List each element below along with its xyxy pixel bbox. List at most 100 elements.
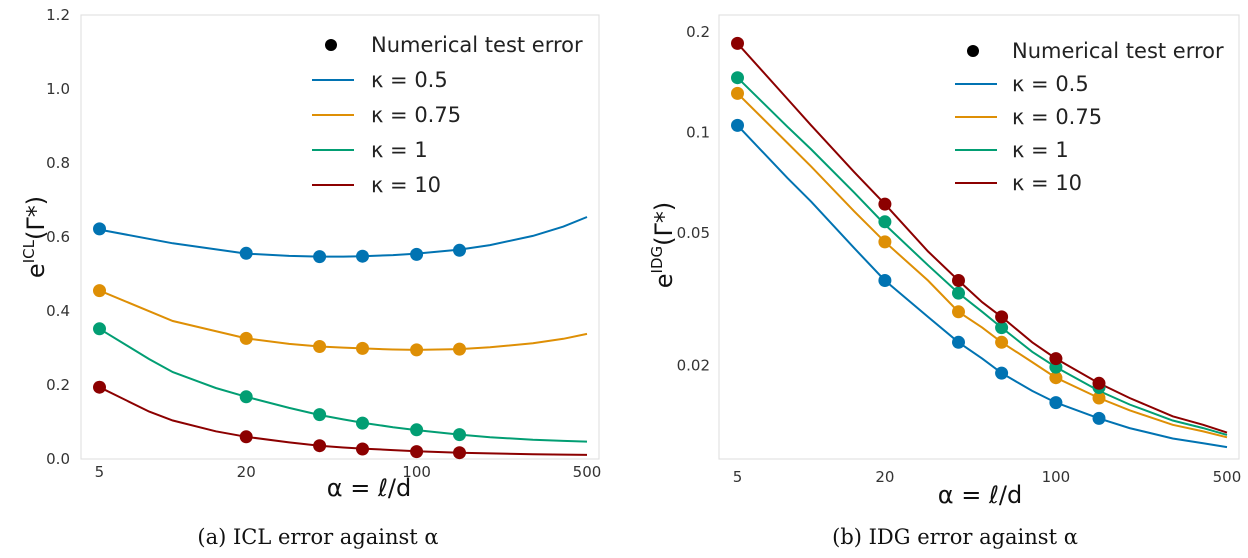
series-curves bbox=[736, 42, 1228, 449]
y-tick-label: 0.1 bbox=[686, 123, 710, 141]
y-tick-label: 0.2 bbox=[46, 376, 70, 394]
y-axis-label: eIDG(Γ*) bbox=[648, 202, 678, 288]
x-tick-label: 20 bbox=[875, 468, 894, 486]
caption: (a) ICL error against α bbox=[197, 525, 438, 549]
data-point bbox=[93, 322, 106, 336]
data-point bbox=[313, 408, 327, 422]
legend-entry-label: κ = 0.75 bbox=[371, 103, 461, 127]
y-tick-label: 1.2 bbox=[46, 6, 70, 24]
data-point bbox=[1049, 352, 1063, 366]
series-points bbox=[93, 222, 466, 460]
data-point bbox=[995, 335, 1009, 349]
data-point bbox=[1092, 391, 1106, 405]
data-point bbox=[878, 197, 892, 211]
y-tick-label: 0.4 bbox=[46, 302, 70, 320]
data-point bbox=[356, 341, 369, 355]
legend-marker-label: Numerical test error bbox=[1012, 39, 1224, 63]
x-tick-labels: 5 20 100 500 bbox=[95, 463, 602, 481]
data-point bbox=[313, 250, 327, 264]
x-tick-label: 20 bbox=[237, 463, 256, 481]
y-tick-label: 0.05 bbox=[677, 224, 710, 242]
x-tick-labels: 5 20 100 500 bbox=[733, 468, 1242, 486]
data-point bbox=[239, 390, 253, 404]
y-axis-label: eICL(Γ*) bbox=[20, 196, 50, 278]
y-axis-label-main: e bbox=[650, 273, 678, 288]
chart-icl: 0.0 0.2 0.4 0.6 0.8 1.0 1.2 5 20 100 500 Numerica… bbox=[20, 6, 601, 549]
y-tick-label: 0.2 bbox=[686, 23, 710, 41]
legend-entry-label: κ = 10 bbox=[371, 173, 441, 197]
data-point bbox=[453, 446, 466, 460]
data-point bbox=[731, 36, 744, 50]
legend-entry-label: κ = 0.5 bbox=[1012, 72, 1089, 96]
chart-idg: 0.02 0.05 0.1 0.2 5 20 100 500 Numerical test … bbox=[648, 14, 1242, 549]
series-line bbox=[736, 42, 1228, 434]
x-axis-label: α = ℓ/d bbox=[327, 474, 411, 502]
x-tick-label: 5 bbox=[95, 463, 105, 481]
data-point bbox=[878, 274, 892, 287]
legend-entry-label: κ = 1 bbox=[371, 138, 428, 162]
series-points bbox=[731, 36, 1106, 425]
y-tick-label: 0.6 bbox=[46, 228, 70, 246]
data-point bbox=[239, 331, 253, 345]
data-point bbox=[1049, 396, 1063, 410]
y-axis-label-main: e bbox=[22, 263, 50, 278]
y-tick-labels: 0.02 0.05 0.1 0.2 bbox=[677, 23, 710, 375]
data-point bbox=[995, 366, 1009, 380]
x-tick-label: 500 bbox=[1213, 468, 1242, 486]
data-point bbox=[93, 284, 106, 298]
series-curves bbox=[98, 216, 588, 456]
y-axis-label-rest: (Γ*) bbox=[22, 196, 50, 240]
plot-area-frame bbox=[80, 14, 600, 460]
legend-marker-label: Numerical test error bbox=[371, 33, 583, 57]
data-point bbox=[453, 428, 466, 442]
y-axis-label-sup: IDG bbox=[648, 246, 666, 274]
data-point bbox=[356, 416, 369, 430]
data-point bbox=[731, 118, 744, 132]
data-point bbox=[1049, 371, 1063, 385]
y-tick-label: 1.0 bbox=[46, 80, 70, 98]
series-line bbox=[736, 92, 1228, 439]
series-line bbox=[99, 216, 588, 258]
series-line bbox=[736, 124, 1228, 449]
legend: Numerical test error κ = 0.5 κ = 0.75 κ = … bbox=[955, 39, 1224, 195]
data-point bbox=[952, 274, 965, 287]
data-point bbox=[1092, 411, 1106, 425]
series-line bbox=[98, 327, 588, 443]
data-point bbox=[878, 235, 892, 249]
data-point bbox=[995, 321, 1009, 335]
data-point bbox=[952, 335, 965, 349]
data-point bbox=[410, 445, 424, 459]
data-point bbox=[731, 71, 744, 85]
data-point bbox=[995, 310, 1009, 324]
data-point bbox=[356, 442, 369, 456]
data-point bbox=[239, 430, 253, 444]
y-tick-label: 0.8 bbox=[46, 154, 70, 172]
data-point bbox=[1092, 376, 1106, 390]
y-axis-label-rest: (Γ*) bbox=[650, 202, 678, 246]
data-point bbox=[356, 249, 369, 263]
legend-marker-dot bbox=[967, 45, 979, 57]
data-point bbox=[313, 340, 327, 353]
data-point bbox=[453, 243, 466, 257]
data-point bbox=[410, 247, 424, 261]
plot-area-frame bbox=[718, 14, 1240, 460]
data-point bbox=[410, 343, 424, 357]
x-tick-label: 100 bbox=[402, 463, 431, 481]
data-point bbox=[878, 215, 892, 229]
data-point bbox=[453, 342, 466, 356]
x-tick-label: 100 bbox=[1042, 468, 1071, 486]
x-tick-label: 500 bbox=[573, 463, 602, 481]
y-tick-label: 0.0 bbox=[46, 450, 70, 468]
x-tick-label: 5 bbox=[733, 468, 743, 486]
data-point bbox=[410, 423, 424, 437]
legend-entry-label: κ = 1 bbox=[1012, 138, 1069, 162]
data-point bbox=[239, 246, 253, 260]
y-tick-labels: 0.0 0.2 0.4 0.6 0.8 1.0 1.2 bbox=[46, 6, 70, 468]
data-point bbox=[731, 86, 744, 100]
series-line bbox=[99, 386, 588, 456]
legend: Numerical test error κ = 0.5 κ = 0.75 κ = … bbox=[312, 33, 583, 197]
series-line bbox=[736, 76, 1228, 436]
legend-marker-dot bbox=[325, 39, 337, 51]
x-axis-label: α = ℓ/d bbox=[938, 481, 1022, 509]
